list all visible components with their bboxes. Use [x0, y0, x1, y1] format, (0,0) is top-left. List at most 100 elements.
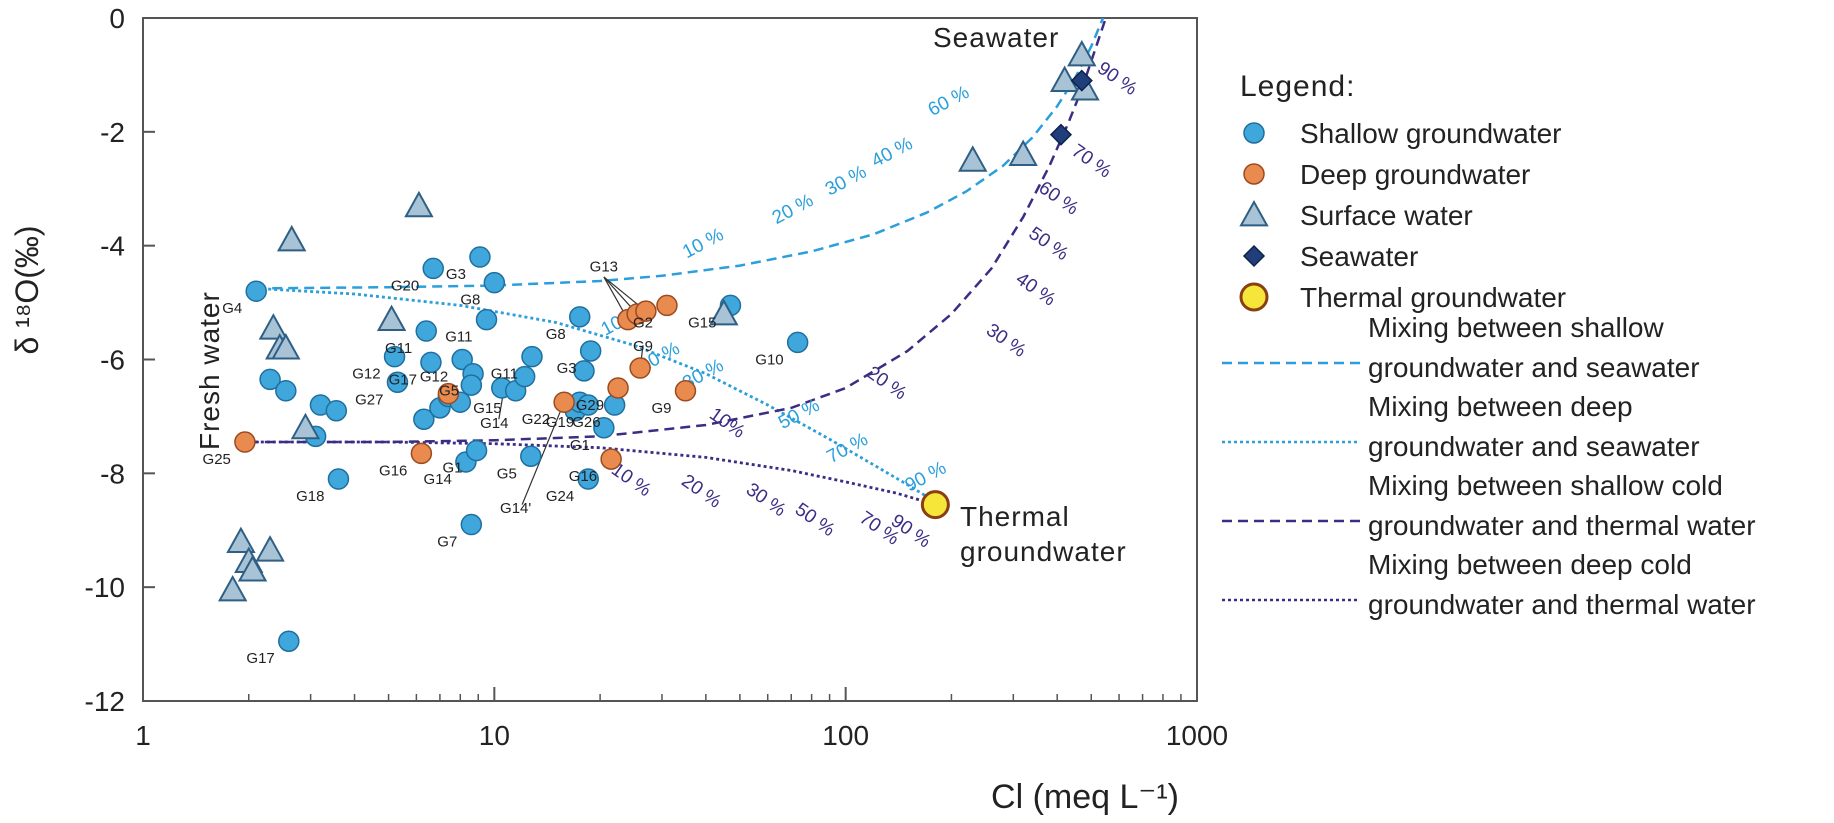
deep-groundwater-point	[674, 380, 697, 402]
x-axis: 1 10 100 1000	[135, 687, 1228, 751]
y-axis-label: δ ¹⁸O(‰)	[9, 225, 45, 354]
point-label: G3	[446, 266, 466, 283]
deep-groundwater-point	[635, 300, 657, 322]
point-label: G8	[460, 292, 480, 309]
point-label: G19	[546, 414, 574, 431]
legend-label-deep-groundwater: Deep groundwater	[1300, 159, 1530, 190]
mixing-percent-label: 70 %	[824, 429, 872, 468]
surface-water-point	[1049, 65, 1080, 93]
point-label: G22	[522, 411, 550, 428]
y-tick-label: 0	[109, 3, 125, 34]
shallow-groundwater-point	[413, 408, 435, 431]
legend-line-label: Mixing between deep cold	[1368, 549, 1692, 580]
x-tick-label: 10	[479, 720, 510, 751]
mixing-percent-label: 20 %	[863, 362, 911, 404]
surface-water-point	[258, 313, 289, 340]
surface-water-point	[277, 224, 307, 252]
shallow-groundwater-point	[520, 445, 542, 468]
y-tick-label: -2	[100, 117, 125, 148]
shallow-groundwater-point	[513, 365, 536, 388]
point-label: G11	[445, 329, 472, 346]
point-label: G12	[420, 369, 448, 386]
legend-line-label: groundwater and thermal water	[1368, 589, 1756, 620]
mixing-percent-label: 90 %	[902, 458, 950, 497]
surface-water-point	[1008, 139, 1038, 166]
mixing-percent-label: 90 %	[1093, 58, 1141, 100]
surface-water-point	[376, 304, 407, 332]
surface-water-point	[271, 333, 301, 360]
legend-label-seawater: Seawater	[1300, 241, 1418, 272]
point-label: G14	[480, 415, 508, 432]
thermal-groundwater-point	[920, 490, 950, 520]
point-label: G16	[569, 468, 597, 485]
point-label: G26	[572, 414, 600, 431]
surface-water-point	[237, 555, 268, 582]
point-label: G1	[570, 437, 590, 454]
shallow-groundwater-point	[386, 371, 409, 394]
annotation-thermal-2: groundwater	[960, 536, 1127, 567]
point-label: G16	[379, 462, 407, 479]
shallow-groundwater-point	[465, 439, 488, 462]
data-points	[217, 39, 1100, 652]
shallow-groundwater-point	[451, 348, 473, 371]
mixing-percent-label: 50 %	[1025, 223, 1073, 265]
seawater-point	[1070, 69, 1093, 92]
y-tick-label: -12	[85, 686, 125, 717]
shallow-groundwater-point	[521, 345, 543, 368]
shallow-groundwater-point	[422, 257, 444, 280]
label-connector	[521, 401, 565, 505]
shallow-groundwater-point	[568, 306, 591, 328]
mixing-curve-2	[256, 287, 937, 503]
y-tick-label: -6	[100, 345, 125, 376]
legend-line-label: Mixing between shallow cold	[1368, 470, 1723, 501]
annotation-seawater: Seawater	[933, 22, 1059, 53]
point-label: G2	[633, 314, 653, 331]
deep-groundwater-point	[600, 448, 622, 470]
point-label: G8	[546, 326, 566, 343]
point-label: G4	[222, 300, 242, 317]
point-label: G10	[755, 351, 783, 368]
legend-marker-seawater	[1242, 244, 1266, 268]
shallow-groundwater-point	[469, 246, 491, 268]
mixing-percent-label: 20 %	[769, 190, 817, 229]
legend-line-label: groundwater and seawater	[1368, 352, 1700, 383]
mixing-percent-label: 50 %	[775, 395, 823, 434]
annotation-fresh-water: Fresh water	[194, 291, 225, 450]
x-tick-label: 1	[135, 720, 151, 751]
legend-label-surface-water: Surface water	[1300, 200, 1473, 231]
deep-groundwater-point	[656, 294, 678, 317]
deep-groundwater-point	[234, 431, 256, 453]
shallow-groundwater-point	[786, 331, 809, 354]
x-axis-label: Cl (meq L⁻¹)	[991, 778, 1179, 816]
shallow-groundwater-point	[460, 513, 483, 536]
shallow-groundwater-point	[593, 417, 615, 439]
surface-water-point	[1067, 39, 1097, 67]
point-label: G3	[557, 360, 577, 377]
mixing-percent-label: 40 %	[868, 133, 916, 172]
shallow-groundwater-point	[383, 345, 406, 368]
legend: Legend: Shallow groundwater Deep groundwa…	[1222, 70, 1756, 620]
point-label: G9	[651, 400, 671, 417]
shallow-groundwater-point	[420, 351, 442, 374]
legend-label-shallow-groundwater: Shallow groundwater	[1300, 118, 1562, 149]
surface-water-point	[709, 298, 739, 326]
surface-water-point	[958, 145, 988, 172]
mixing-percent-label: 60 %	[925, 82, 973, 121]
surface-water-point	[404, 190, 434, 218]
point-label: G20	[391, 277, 419, 294]
shallow-groundwater-point	[475, 308, 498, 331]
shallow-groundwater-point	[460, 374, 483, 396]
legend-marker-thermal-groundwater	[1239, 282, 1269, 312]
seawater-point	[1049, 123, 1073, 146]
y-tick-label: -4	[100, 231, 125, 262]
mixing-percent-label: 40 %	[1012, 269, 1060, 311]
mixing-percent-label: 10%	[705, 404, 748, 443]
shallow-groundwater-point	[573, 360, 595, 382]
y-axis: 0 -2 -4 -6 -8 -10 -12	[85, 3, 155, 717]
point-label: G11	[385, 340, 412, 357]
point-label: G5	[439, 383, 459, 400]
legend-line-label: groundwater and seawater	[1368, 431, 1700, 462]
point-label: G17	[246, 650, 274, 667]
